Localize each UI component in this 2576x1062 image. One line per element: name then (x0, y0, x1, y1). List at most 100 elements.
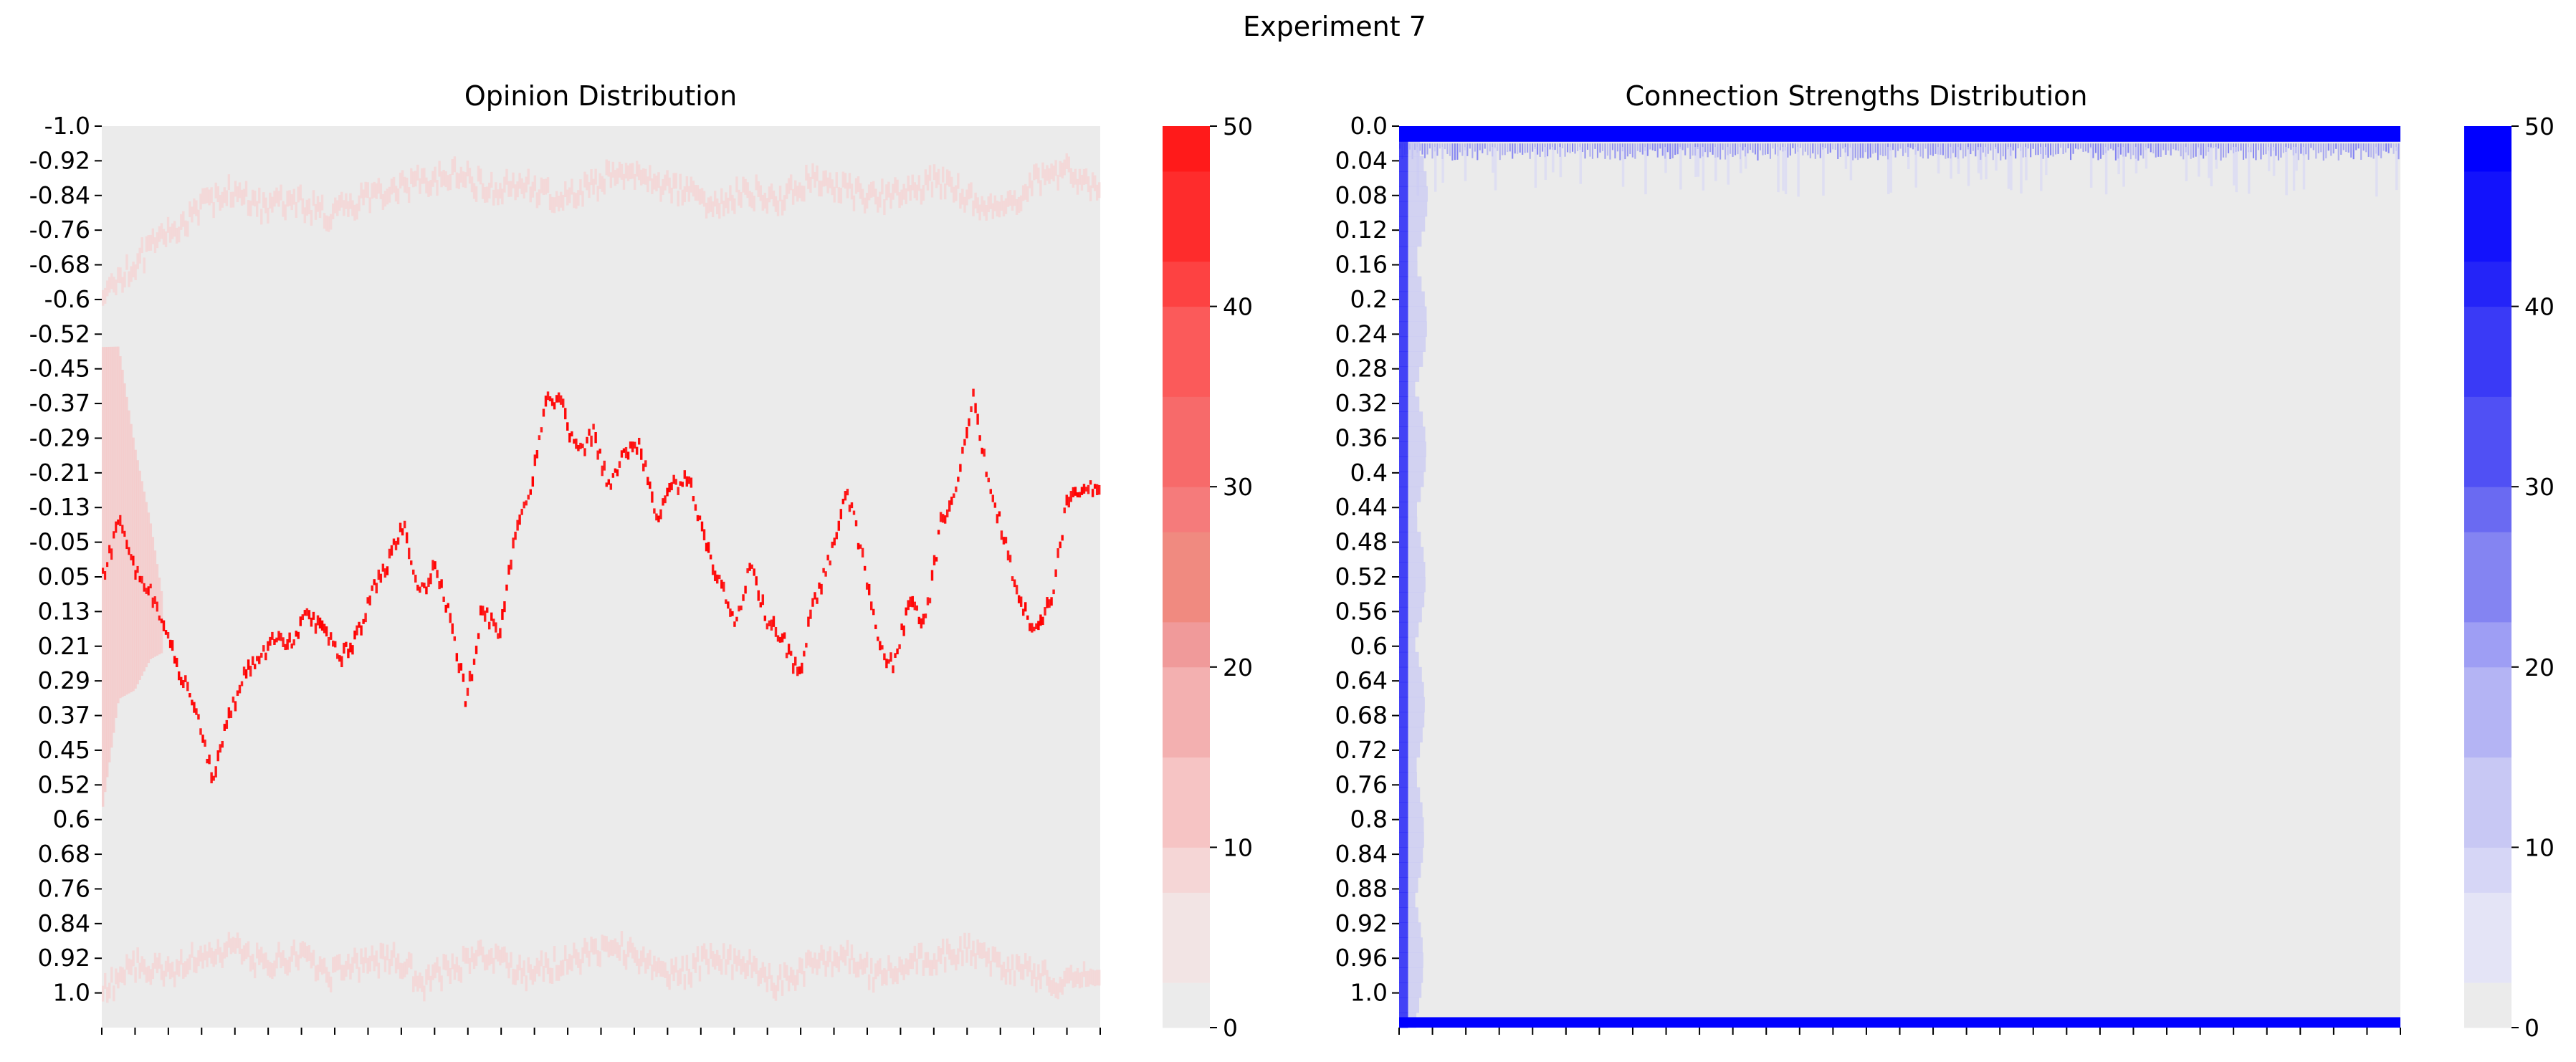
opinion-upper-cluster-cell (264, 197, 267, 214)
connection-near-zero-cell (2367, 143, 2370, 157)
opinion-upper-cluster-cell (729, 185, 732, 201)
connection-faint-cell (2395, 147, 2398, 191)
opinion-upper-cluster-cell (594, 168, 597, 185)
opinion-y-tick-label: -0.05 (29, 528, 90, 556)
connection-faint-cell (1914, 147, 1917, 188)
opinion-main-cluster-cell (605, 482, 608, 487)
connection-near-zero-cell (1972, 143, 1974, 151)
opinion-upper-cluster-cell (865, 193, 869, 209)
opinion-upper-cluster-cell (106, 280, 109, 297)
opinion-upper-cluster-cell (505, 168, 508, 185)
opinion-lower-cluster-cell (573, 942, 576, 959)
opinion-main-cluster-cell (1015, 585, 1019, 595)
connection-near-zero-cell (1884, 143, 1886, 156)
opinion-upper-cluster-cell (394, 186, 398, 202)
opinion-main-cluster-cell (164, 630, 168, 635)
opinion-upper-cluster-cell (290, 194, 293, 211)
opinion-lower-cluster-cell (702, 943, 706, 960)
connection-near-zero-cell (1872, 143, 1874, 154)
opinion-upper-cluster-cell (182, 211, 185, 227)
connection-near-zero-cell (2139, 143, 2142, 156)
opinion-lower-cluster-cell (700, 945, 704, 962)
opinion-main-cluster-cell (1000, 530, 1003, 540)
connection-near-zero-cell (2317, 143, 2319, 153)
opinion-main-cluster-cell (186, 681, 189, 692)
opinion-lower-cluster-cell (149, 969, 153, 985)
connection-near-zero-cell (2035, 143, 2037, 156)
opinion-main-cluster-cell (347, 649, 350, 659)
opinion-upper-cluster-cell (168, 226, 172, 243)
opinion-main-cluster-cell (772, 616, 776, 627)
opinion-main-cluster-cell (889, 652, 892, 662)
opinion-main-cluster-cell (943, 515, 947, 524)
opinion-upper-cluster-cell (166, 216, 170, 233)
opinion-main-cluster-cell (796, 666, 799, 676)
connection-near-zero-cell (1734, 143, 1737, 156)
opinion-lower-cluster-cell (318, 956, 322, 972)
opinion-upper-cluster-cell (631, 163, 634, 179)
opinion-main-cluster-cell (896, 649, 899, 655)
connection-colorbar-tick-label: 50 (2524, 113, 2554, 140)
connection-near-zero-cell (1671, 143, 1674, 158)
opinion-main-cluster-cell (785, 652, 788, 659)
connection-faint-cell (1907, 147, 1910, 170)
connection-near-zero-cell (1614, 143, 1616, 159)
opinion-upper-cluster-cell (145, 236, 148, 252)
opinion-upper-cluster-cell (1056, 174, 1059, 191)
opinion-upper-cluster-cell (1046, 165, 1049, 181)
opinion-lower-cluster-cell (922, 960, 925, 976)
connection-faint-cell (1977, 147, 1980, 173)
opinion-main-cluster-cell (707, 542, 710, 553)
opinion-main-cluster-cell (961, 446, 964, 454)
opinion-colorbar-level (1163, 351, 1210, 397)
connection-near-zero-cell (2069, 143, 2072, 161)
connection-early-strong-cell (1399, 261, 1408, 277)
opinion-upper-cluster-cell (850, 183, 854, 200)
opinion-main-cluster-cell (353, 630, 356, 640)
opinion-lower-cluster-cell (1091, 969, 1094, 985)
opinion-upper-cluster-cell (466, 161, 469, 177)
opinion-lower-cluster-cell (820, 944, 823, 961)
opinion-main-cluster-cell (985, 472, 988, 477)
opinion-lower-cluster-cell (349, 963, 352, 980)
opinion-upper-cluster-cell (115, 279, 118, 296)
opinion-main-cluster-cell (425, 586, 428, 595)
opinion-lower-cluster-cell (531, 969, 535, 985)
opinion-lower-cluster-cell (440, 975, 443, 992)
connection-colorbar-level (2464, 441, 2511, 487)
opinion-upper-cluster-cell (698, 188, 702, 205)
opinion-lower-cluster-cell (236, 932, 239, 949)
opinion-main-cluster-cell (219, 744, 221, 753)
connection-colorbar-tick-label: 40 (2524, 293, 2554, 321)
connection-near-zero-cell (1477, 143, 1479, 161)
opinion-upper-cluster-cell (1061, 162, 1064, 178)
opinion-upper-cluster-cell (329, 214, 333, 230)
connection-near-zero-cell (1697, 143, 1699, 150)
opinion-main-cluster-cell (1021, 608, 1025, 616)
connection-colorbar-level (2464, 396, 2511, 442)
opinion-lower-cluster-cell (175, 959, 178, 975)
opinion-upper-cluster-cell (295, 201, 297, 218)
opinion-upper-cluster-cell (151, 228, 155, 244)
opinion-upper-cluster-cell (839, 188, 843, 204)
opinion-upper-cluster-cell (1044, 169, 1046, 186)
opinion-main-cluster-cell (166, 632, 170, 639)
opinion-main-cluster-cell (809, 609, 812, 619)
opinion-upper-cluster-cell (715, 198, 719, 214)
opinion-main-cluster-cell (305, 608, 309, 616)
connection-near-zero-cell (1864, 143, 1866, 153)
opinion-lower-cluster-cell (510, 952, 512, 968)
opinion-upper-cluster-cell (794, 180, 797, 196)
opinion-lower-cluster-cell (180, 949, 183, 965)
opinion-main-cluster-cell (371, 585, 373, 591)
opinion-main-cluster-cell (396, 537, 400, 545)
opinion-main-cluster-cell (216, 750, 219, 762)
opinion-lower-cluster-cell (412, 976, 415, 992)
opinion-main-cluster-cell (564, 408, 567, 420)
opinion-lower-cluster-cell (1035, 977, 1038, 993)
opinion-lower-cluster-cell (297, 955, 300, 971)
opinion-lower-cluster-cell (546, 958, 550, 975)
opinion-upper-cluster-cell (1065, 153, 1068, 169)
connection-near-zero-cell (2240, 143, 2242, 151)
